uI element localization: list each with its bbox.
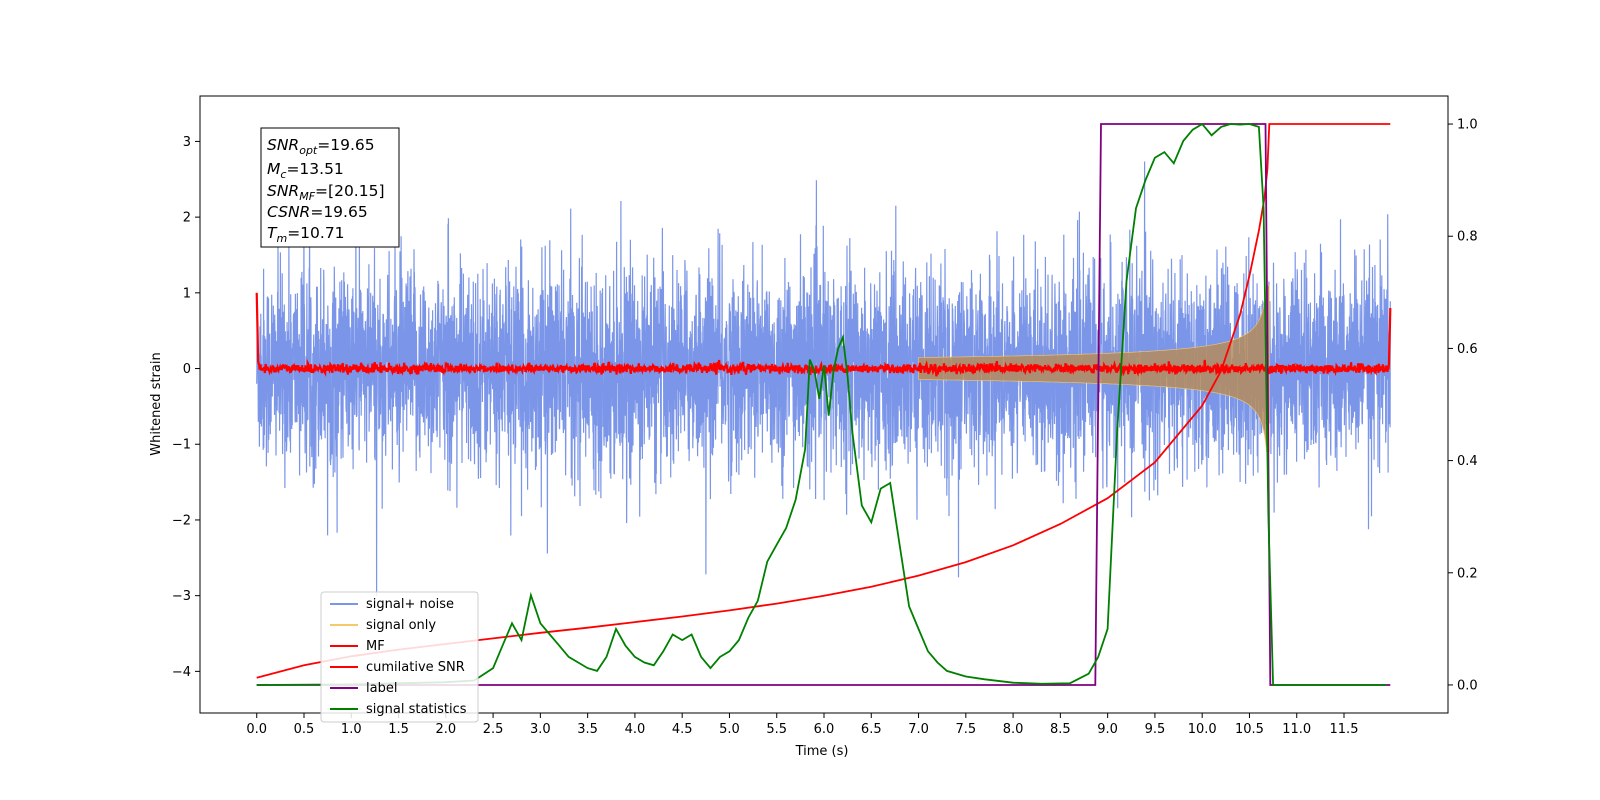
annotation-line-csnr: CSNR=19.65 (267, 203, 368, 221)
y-right-tick-label: 0.2 (1457, 566, 1478, 581)
legend-box (320, 591, 479, 723)
x-tick-label: 9.5 (1145, 722, 1166, 737)
legend-label-cumulative-snr: cumilative SNR (366, 660, 465, 675)
series-cumulative-snr (256, 123, 1391, 679)
annotation-line-tm: Tm=10.71 (267, 224, 345, 245)
y-tick-label: 0 (183, 362, 191, 377)
legend-label-signal-only: signal only (366, 618, 436, 633)
legend-label-signal-statistics: signal statistics (366, 702, 467, 717)
x-tick-label: 3.0 (530, 722, 551, 737)
x-tick-label: 6.5 (861, 722, 882, 737)
legend-label-mf: MF (366, 639, 385, 654)
x-tick-label: 2.5 (483, 722, 504, 737)
y-axis-label: Whitened strain (149, 352, 164, 455)
legend-label-signal-noise: signal+ noise (366, 597, 454, 612)
x-tick-label: 4.0 (625, 722, 646, 737)
x-tick-label: 3.5 (577, 722, 598, 737)
x-tick-label: 11.5 (1330, 722, 1359, 737)
y-tick-label: −1 (172, 438, 191, 453)
y-right-tick-label: 0.0 (1457, 678, 1478, 693)
y-tick-label: −3 (172, 589, 191, 604)
y-right-tick-label: 0.8 (1457, 230, 1478, 245)
x-tick-label: 0.0 (246, 722, 267, 737)
annotation-line-snr-opt: SNRopt=19.65 (267, 136, 375, 157)
x-tick-label: 5.5 (766, 722, 787, 737)
legend: signal+ noise signal only MF cumilative … (320, 591, 479, 723)
y-right-tick-label: 0.6 (1457, 342, 1478, 357)
x-tick-label: 4.5 (672, 722, 693, 737)
y-right-tick-label: 1.0 (1457, 118, 1478, 133)
y-tick-label: 2 (183, 211, 191, 226)
x-tick-label: 8.5 (1050, 722, 1071, 737)
x-tick-label: 7.5 (955, 722, 976, 737)
x-tick-label: 1.5 (388, 722, 409, 737)
x-tick-label: 11.0 (1282, 722, 1311, 737)
annotation-line-mc: Mc=13.51 (267, 160, 344, 181)
x-axis: 0.0 0.5 1.0 1.5 2.0 2.5 3.0 3.5 4.0 4.5 5.0 5.5 6.0 6… (246, 713, 1358, 737)
x-tick-label: 5.0 (719, 722, 740, 737)
legend-label-label: label (366, 681, 397, 696)
series-signal-statistics (256, 122, 1387, 686)
x-tick-label: 8.0 (1003, 722, 1024, 737)
x-axis-label: Time (s) (795, 744, 849, 759)
y-axis-right: 1.0 0.8 0.6 0.4 0.2 0.0 (1448, 118, 1478, 693)
x-tick-label: 7.0 (908, 722, 929, 737)
series-layer (255, 122, 1392, 686)
x-tick-label: 9.0 (1097, 722, 1118, 737)
y-tick-label: −2 (172, 513, 191, 528)
x-tick-label: 2.0 (435, 722, 456, 737)
annotation-line-snr-mf: SNRMF=[20.15] (267, 182, 385, 203)
y-right-tick-label: 0.4 (1457, 454, 1478, 469)
x-tick-label: 0.5 (294, 722, 315, 737)
y-tick-label: 3 (183, 135, 191, 150)
y-tick-label: 1 (183, 286, 191, 301)
x-tick-label: 6.0 (814, 722, 835, 737)
x-tick-label: 10.5 (1235, 722, 1264, 737)
x-tick-label: 1.0 (341, 722, 362, 737)
annotation-box: SNRopt=19.65 Mc=13.51 SNRMF=[20.15] CSNR… (260, 127, 400, 248)
y-tick-label: −4 (172, 665, 191, 680)
x-tick-label: 10.0 (1188, 722, 1217, 737)
y-axis-left: 3 2 1 0 −1 −2 −3 −4 (172, 135, 200, 680)
